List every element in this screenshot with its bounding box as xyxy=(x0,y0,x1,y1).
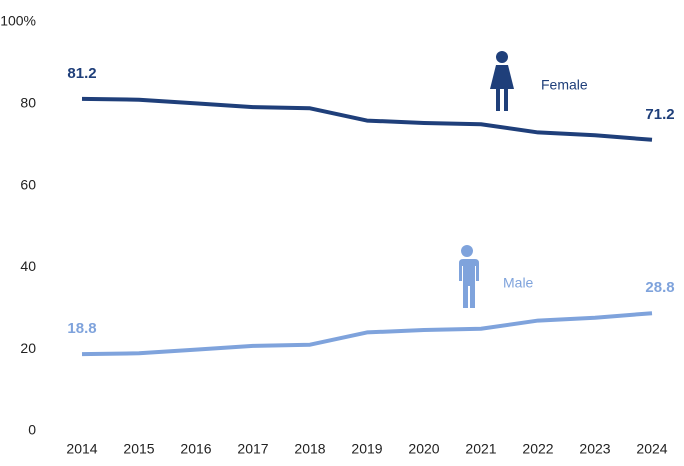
female-icon xyxy=(490,51,514,111)
y-tick-label: 40 xyxy=(20,258,36,274)
x-tick-label: 2019 xyxy=(351,441,382,457)
y-tick-label: 20 xyxy=(20,340,36,356)
x-tick-label: 2021 xyxy=(465,441,496,457)
data-label: 18.8 xyxy=(67,320,96,337)
x-tick-label: 2022 xyxy=(522,441,553,457)
x-tick-label: 2017 xyxy=(237,441,268,457)
y-tick-label: 100% xyxy=(0,13,36,29)
x-tick-label: 2020 xyxy=(408,441,439,457)
x-tick-label: 2024 xyxy=(636,441,667,457)
y-tick-label: 60 xyxy=(20,176,36,192)
y-tick-label: 80 xyxy=(20,95,36,111)
series-line xyxy=(81,311,653,357)
data-label: 81.2 xyxy=(67,65,96,82)
x-tick-label: 2014 xyxy=(66,441,97,457)
legend-label: Female xyxy=(541,77,588,93)
series-line xyxy=(81,96,653,142)
x-tick-label: 2018 xyxy=(294,441,325,457)
y-tick-label: 0 xyxy=(28,422,36,438)
x-tick-label: 2023 xyxy=(579,441,610,457)
data-label: 71.2 xyxy=(645,106,674,123)
data-label: 28.8 xyxy=(645,279,674,296)
legend-label: Male xyxy=(503,275,534,291)
x-tick-label: 2015 xyxy=(123,441,154,457)
male-icon xyxy=(459,245,479,308)
x-tick-label: 2016 xyxy=(180,441,211,457)
